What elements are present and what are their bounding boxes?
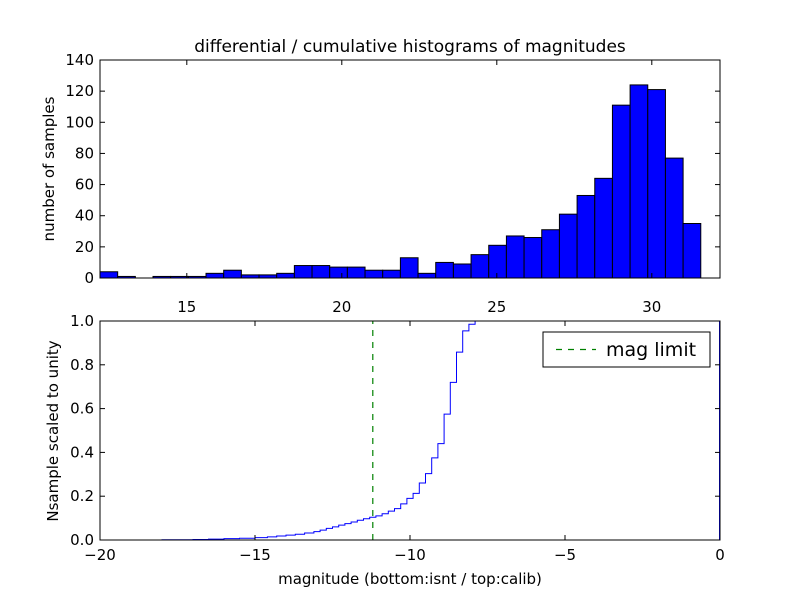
histogram-bar [523,237,543,279]
bottom-y-tick-label: 0.0 [70,531,94,549]
bottom-y-tick-label: 1.0 [70,312,94,330]
histogram-bar [276,272,295,279]
legend: mag limit [542,331,711,368]
top-plot-frame [99,59,721,279]
legend-mag-limit-label: mag limit [606,339,696,361]
histogram-bar [311,265,331,279]
histogram-chart: differential / cumulative histograms of … [40,37,721,316]
top-x-tick-label: 15 [177,298,196,316]
bottom-y-axis-label: Nsample scaled to unity [44,340,62,521]
top-y-tick-label: 0 [84,269,94,287]
top-y-tick-label: 80 [75,144,94,162]
bottom-y-tick-label: 0.4 [70,443,94,461]
top-y-tick-label: 100 [65,113,94,131]
chart-title: differential / cumulative histograms of … [194,37,626,57]
histogram-bar [346,266,366,279]
histogram-bar [452,263,472,279]
histogram-bar [629,84,649,279]
bottom-x-tick-label: −20 [84,546,116,564]
top-y-tick-label: 40 [75,207,94,225]
histogram-bar [541,229,560,279]
bottom-x-tick-label: −5 [554,546,576,564]
histogram-bar [470,254,490,279]
histogram-bar [223,269,242,279]
top-y-axis-label: number of samples [40,96,58,241]
histogram-bar [664,157,684,279]
bottom-x-tick-label: −10 [394,546,426,564]
bottom-x-axis-label: magnitude (bottom:isnt / top:calib) [278,570,542,588]
histogram-bar [576,194,596,279]
histogram-bar [399,257,419,279]
histogram-bar [417,272,437,279]
top-y-tick-label: 120 [65,82,94,100]
top-x-tick-label: 30 [642,298,661,316]
histogram-bar [435,261,454,279]
top-axis-ticks: 0 20 40 60 80 100 120 140 15 20 25 30 [65,51,720,316]
histogram-bar [329,266,348,279]
top-y-tick-label: 140 [65,51,94,69]
bottom-y-tick-label: 0.6 [70,400,94,418]
histogram-bar [505,235,525,279]
top-x-tick-label: 25 [487,298,506,316]
bottom-y-tick-label: 0.2 [70,487,94,505]
histogram-bar [558,213,578,279]
bottom-x-tick-label: −15 [239,546,271,564]
top-x-tick-label: 20 [332,298,351,316]
histogram-bar [682,223,702,279]
histogram-bar [99,271,119,279]
histogram-bar [611,104,631,279]
histogram-bar [488,244,507,279]
bottom-y-tick-label: 0.8 [70,356,94,374]
histogram-bar [293,265,313,279]
histogram-bar [647,89,666,279]
cumulative-chart: Nsample scaled to unity magnitude (botto… [44,312,725,588]
histogram-bar [594,177,613,279]
top-y-tick-label: 60 [75,176,94,194]
cumulative-step-line [100,320,486,541]
bottom-axis-ticks: 0.0 0.2 0.4 0.6 0.8 1.0 −20 −15 −10 −5 0 [70,312,725,564]
histogram-bar [382,269,401,279]
histogram-bar [364,269,384,279]
bottom-x-tick-label: 0 [715,546,725,564]
bottom-plot-frame [99,320,721,541]
histogram-bar [205,272,225,279]
top-y-tick-label: 20 [75,238,94,256]
